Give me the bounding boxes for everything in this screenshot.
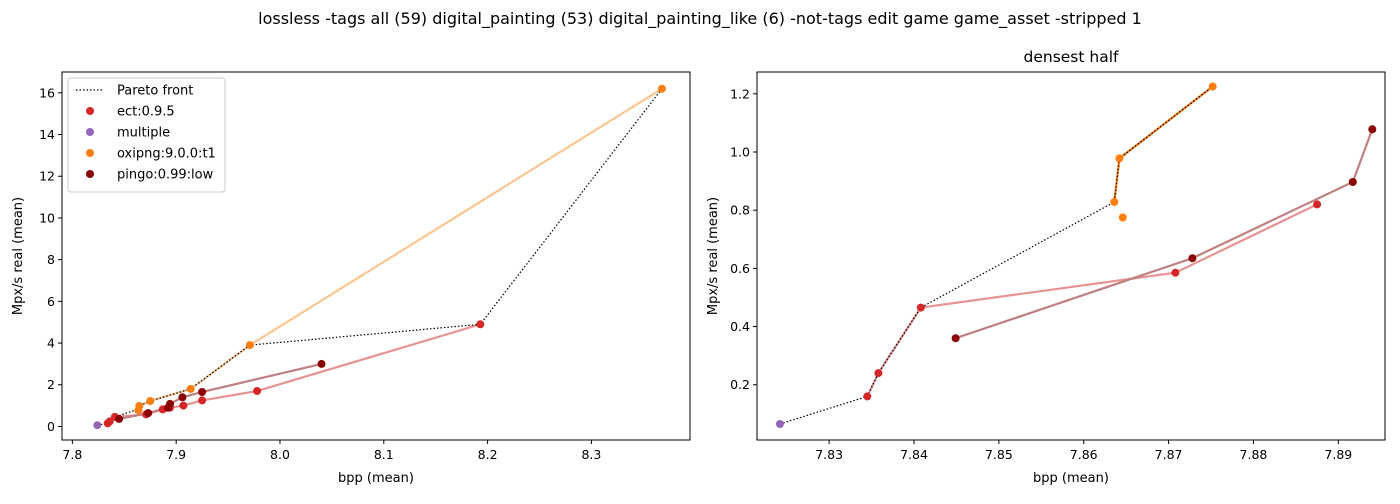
figure-suptitle: lossless -tags all (59) digital_painting… (258, 9, 1142, 29)
left-y-axis-title: Mpx/s real (mean) (11, 197, 26, 315)
left-point-oxipng-9-0-0-t1 (135, 402, 144, 410)
legend-label-oxipng: oxipng:9.0.0:t1 (117, 147, 216, 162)
right-point-pingo-0-99-low (1368, 125, 1377, 134)
left-y-axis-title-wrap: Mpx/s real (mean) (11, 197, 26, 315)
right-y-tick-label: 0.2 (730, 377, 750, 392)
left-x-tick-label: 8.1 (374, 447, 394, 462)
legend-ect-marker (86, 107, 94, 115)
left-point-pingo-0-99-low (198, 388, 207, 396)
left-point-pingo-0-99-low (115, 414, 124, 423)
chart-legend: Pareto front ect:0.9.5 multiple oxipng:9… (67, 77, 226, 193)
left-point-multiple (93, 421, 102, 430)
right-x-tick-label: 7.84 (900, 447, 928, 462)
left-y-tick-label: 16 (39, 85, 55, 100)
legend-multiple-marker (86, 128, 94, 136)
right-x-tick-label: 7.87 (1155, 447, 1183, 462)
right-point-ect-0-9-5 (1171, 268, 1180, 277)
right-point-ect-0-9-5 (1313, 200, 1322, 209)
left-chart-panel: Mpx/s real (mean) bpp (mean) 7.8 7.9 8.0 8.… (11, 71, 691, 486)
right-y-axis-title-wrap: Mpx/s real (mean) (706, 197, 721, 315)
left-point-ect-0-9-5 (198, 396, 207, 405)
left-point-pingo-0-99-low (144, 409, 153, 418)
left-y-tick-label: 0 (47, 419, 55, 434)
left-x-tick-label: 8.3 (581, 447, 601, 462)
right-chart-title: densest half (1024, 48, 1120, 66)
left-x-tick-label: 7.8 (62, 447, 82, 462)
right-point-oxipng-9-0-0-t1 (1115, 154, 1124, 163)
legend-label-multiple: multiple (117, 126, 170, 141)
left-point-pingo-0-99-low (166, 399, 174, 408)
right-x-tick-label: 7.89 (1324, 447, 1352, 462)
left-y-tick-label: 14 (39, 127, 55, 142)
legend-label-pingo: pingo:0.99:low (117, 168, 214, 183)
right-point-ect-0-9-5 (874, 369, 883, 378)
left-x-tick-label: 8.2 (478, 447, 498, 462)
right-point-multiple (775, 420, 784, 428)
left-point-ect-0-9-5 (253, 387, 262, 395)
right-x-tick-label: 7.83 (815, 447, 843, 462)
right-series-line-oxipng-9-0-0-t1 (1113, 85, 1214, 203)
left-y-tick-label: 10 (39, 210, 55, 225)
left-y-tick-label: 12 (39, 169, 55, 184)
left-y-tick-label: 8 (47, 252, 55, 267)
right-point-oxipng-9-0-0-t1 (1118, 213, 1127, 222)
right-x-tick-label: 7.85 (985, 447, 1013, 462)
right-y-tick-label: 0.6 (730, 261, 750, 276)
right-point-pingo-0-99-low (1348, 178, 1357, 186)
left-point-oxipng-9-0-0-t1 (245, 341, 254, 350)
right-y-tick-label: 1.2 (730, 86, 750, 101)
right-point-pingo-0-99-low (1188, 254, 1197, 263)
left-point-pingo-0-99-low (178, 393, 187, 402)
right-y-axis-title: Mpx/s real (mean) (706, 197, 721, 315)
right-point-pingo-0-99-low (951, 334, 960, 343)
left-x-tick-label: 7.9 (166, 447, 186, 462)
right-axes-frame (756, 71, 1386, 441)
left-x-tick-label: 8.0 (270, 447, 290, 462)
right-point-ect-0-9-5 (863, 392, 872, 401)
left-y-tick-label: 2 (47, 377, 55, 392)
legend-frame (67, 77, 226, 193)
left-point-pingo-0-99-low (317, 359, 326, 368)
left-y-tick-label: 4 (47, 336, 55, 351)
legend-label-ect: ect:0.9.5 (117, 105, 175, 120)
right-series-line-pingo-0-99-low (955, 128, 1374, 340)
right-y-tick-label: 0.8 (730, 203, 750, 218)
left-point-ect-0-9-5 (476, 320, 485, 329)
left-point-ect-0-9-5 (179, 401, 188, 410)
left-y-tick-label: 6 (47, 294, 55, 309)
right-x-axis-title: bpp (mean) (1033, 471, 1109, 486)
legend-label-pareto: Pareto front (117, 84, 193, 99)
right-chart-panel: densest half Mpx/s real (mean) bpp (mean… (706, 48, 1386, 486)
right-x-tick-label: 7.86 (1070, 447, 1098, 462)
left-pareto-front-line (97, 88, 663, 426)
right-y-tick-label: 1.0 (730, 145, 750, 160)
right-y-tick-label: 0.4 (730, 319, 750, 334)
left-point-ect-0-9-5 (105, 417, 114, 426)
left-point-oxipng-9-0-0-t1 (146, 397, 155, 405)
left-axes-frame (61, 71, 691, 441)
legend-pingo-marker (86, 170, 94, 178)
legend-oxipng-marker (86, 149, 94, 157)
right-x-tick-label: 7.88 (1240, 447, 1268, 462)
right-point-ect-0-9-5 (916, 303, 925, 312)
right-point-oxipng-9-0-0-t1 (1208, 82, 1217, 91)
right-point-oxipng-9-0-0-t1 (1110, 198, 1119, 206)
left-x-axis-title: bpp (mean) (338, 471, 414, 486)
left-point-oxipng-9-0-0-t1 (186, 384, 195, 393)
left-point-oxipng-9-0-0-t1 (658, 84, 666, 93)
